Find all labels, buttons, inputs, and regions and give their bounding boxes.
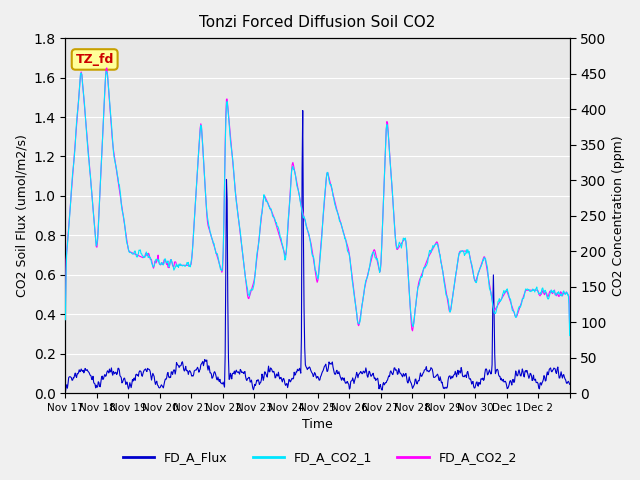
Y-axis label: CO2 Concentration (ppm): CO2 Concentration (ppm)	[612, 135, 625, 296]
Y-axis label: CO2 Soil Flux (umol/m2/s): CO2 Soil Flux (umol/m2/s)	[15, 134, 28, 297]
Text: TZ_fd: TZ_fd	[76, 53, 114, 66]
Legend: FD_A_Flux, FD_A_CO2_1, FD_A_CO2_2: FD_A_Flux, FD_A_CO2_1, FD_A_CO2_2	[118, 446, 522, 469]
Title: Tonzi Forced Diffusion Soil CO2: Tonzi Forced Diffusion Soil CO2	[199, 15, 436, 30]
X-axis label: Time: Time	[302, 419, 333, 432]
